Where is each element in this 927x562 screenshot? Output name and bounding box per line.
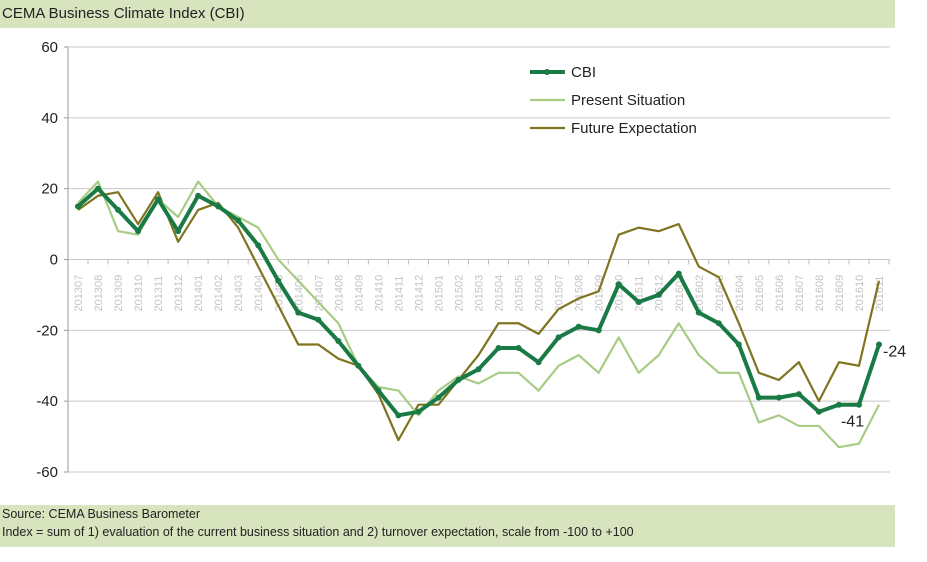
cbi-point: [315, 316, 322, 323]
cbi-point: [595, 327, 602, 334]
x-tick-label: 201504: [494, 275, 506, 312]
x-tick-label: 201409: [353, 275, 365, 312]
x-tick-label: 201608: [814, 275, 826, 312]
x-tick-label: 201602: [694, 275, 706, 312]
y-tick-label: 60: [41, 39, 58, 56]
cbi-point: [395, 412, 402, 419]
cbi-point: [575, 323, 582, 330]
cbi-point: [835, 401, 842, 408]
x-tick-label: 201402: [213, 275, 225, 312]
x-tick-label: 201312: [173, 275, 185, 312]
legend-label: Future Expectation: [571, 120, 697, 137]
cbi-point: [335, 337, 342, 344]
source-text: Source: CEMA Business Barometer: [2, 507, 200, 521]
cbi-point: [135, 228, 142, 235]
y-tick-label: -60: [36, 464, 58, 481]
x-tick-label: 201401: [193, 275, 205, 312]
cbi-point: [735, 341, 742, 348]
cbi-point: [435, 394, 442, 401]
cbi-point: [375, 387, 382, 394]
line-chart: 60 40 20 0 -20 -40 -60 201307 201308 201309 201310…: [36, 39, 906, 481]
cbi-point: [655, 291, 662, 298]
y-tick-label: -40: [36, 393, 58, 410]
x-tick-label: 201501: [433, 275, 445, 312]
x-tick-label: 201511: [634, 276, 646, 312]
cbi-point: [455, 376, 462, 383]
x-tick-label: 201411: [393, 276, 405, 312]
cbi-point: [755, 394, 762, 401]
cbi-point: [555, 334, 562, 341]
cbi-point: [615, 281, 622, 288]
cbi-point: [95, 185, 102, 192]
chart-title: CEMA Business Climate Index (CBI): [2, 5, 245, 22]
y-tick-label: -20: [36, 322, 58, 339]
x-tick-label: 201412: [413, 275, 425, 312]
cbi-point: [115, 206, 122, 213]
x-tick-label: 201403: [233, 275, 245, 312]
cbi-point: [815, 408, 822, 415]
cbi-point: [675, 270, 682, 277]
cbi-point: [795, 391, 802, 398]
title-bar: CEMA Business Climate Index (CBI): [0, 0, 895, 28]
cbi-point: [876, 341, 882, 348]
cbi-point: [515, 345, 522, 352]
footer: Source: CEMA Business Barometer Index = …: [0, 505, 895, 547]
x-tick-label: 201408: [333, 275, 345, 312]
legend-label: CBI: [571, 64, 596, 81]
cbi-point: [695, 309, 702, 316]
x-tick-label: 201310: [133, 275, 145, 312]
cbi-point: [215, 203, 222, 210]
cbi-point: [855, 401, 862, 408]
x-tick-label: 201507: [554, 275, 566, 312]
cbi-point: [255, 242, 262, 249]
cbi-point: [535, 359, 542, 366]
cbi-point: [475, 366, 482, 373]
x-tick-label: 201410: [373, 275, 385, 312]
x-tick-label: 201609: [834, 275, 846, 312]
x-tick-label: 201311: [153, 276, 165, 312]
cbi-point: [235, 217, 242, 224]
x-tick-label: 201502: [453, 275, 465, 312]
cbi-point: [275, 277, 282, 284]
x-tick-label: 201506: [534, 275, 546, 312]
x-tick-label: 201606: [774, 275, 786, 312]
cbi-point: [295, 309, 302, 316]
cbi-point: [635, 299, 642, 305]
x-tick-label: 201607: [794, 275, 806, 312]
x-tick-label: 201610: [854, 275, 866, 312]
x-tick-label: 201509: [594, 275, 606, 312]
x-tick-label: 201407: [313, 275, 325, 312]
series-line-future-expectation: [77, 191, 881, 442]
x-tick-label: 201505: [514, 275, 526, 312]
cbi-point: [175, 228, 182, 235]
x-tick-label: 201404: [253, 275, 265, 312]
legend-label: Present Situation: [571, 92, 685, 109]
x-tick-label: 201309: [113, 275, 125, 312]
note-text: Index = sum of 1) evaluation of the curr…: [2, 525, 634, 539]
data-label: -24: [883, 344, 906, 361]
y-tick-label: 0: [50, 252, 58, 269]
series-line-present-situation: [77, 180, 880, 449]
x-tick-label: 201307: [73, 275, 85, 312]
cbi-point: [775, 394, 782, 401]
y-tick-label: 40: [41, 110, 58, 127]
cbi-point: [155, 196, 162, 203]
cbi-point: [355, 362, 362, 369]
data-label: -41: [841, 414, 864, 431]
x-tick-label: 201308: [93, 275, 105, 312]
x-tick-label: 201508: [574, 275, 586, 312]
cbi-point: [715, 320, 722, 327]
x-tick-label: 201503: [474, 275, 486, 312]
legend-marker: [544, 69, 550, 75]
cbi-point: [415, 408, 422, 415]
x-tick-label: 201604: [734, 275, 746, 312]
cbi-point: [75, 203, 81, 210]
x-tick-label: 201605: [754, 275, 766, 312]
cbi-point: [495, 345, 502, 352]
cbi-point: [195, 192, 202, 199]
y-tick-label: 20: [41, 181, 58, 198]
